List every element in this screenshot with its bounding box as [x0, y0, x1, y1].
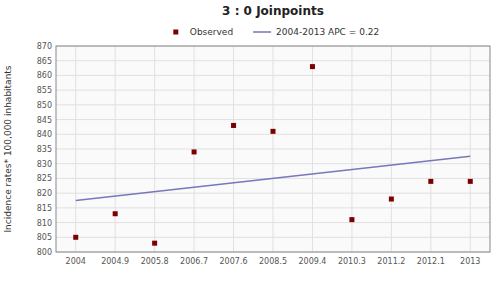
x-tick-label: 2013 [460, 257, 480, 266]
legend-label: Observed [190, 27, 233, 37]
x-grid-line [154, 46, 155, 252]
legend-swatch [173, 30, 178, 35]
x-tick-label: 2008.5 [259, 257, 287, 266]
x-tick-label: 2010.3 [338, 257, 366, 266]
legend-item: Observed [173, 27, 233, 37]
plot-background [56, 46, 490, 252]
x-grid-line [75, 46, 76, 252]
y-tick-label: 835 [37, 145, 52, 154]
title: 3 : 0 Joinpoints [222, 4, 324, 18]
point [113, 211, 118, 216]
point [428, 179, 433, 184]
y-tick-label: 805 [37, 233, 52, 242]
y-tick-label: 870 [37, 42, 52, 51]
legend-item: 2004-2013 APC = 0.22 [253, 27, 379, 37]
plot-frame [56, 46, 490, 252]
x-tick-label: 2004.9 [101, 257, 129, 266]
x-tick-label: 2012.1 [417, 257, 445, 266]
point [231, 123, 236, 128]
x-grid-line [391, 46, 392, 252]
x-grid-line [470, 46, 471, 252]
grid [56, 46, 490, 252]
y-tick-label: 810 [37, 219, 52, 228]
y-tick-label: 815 [37, 204, 52, 213]
x-tick-label: 2011.2 [377, 257, 405, 266]
legend-label: 2004-2013 APC = 0.22 [276, 27, 379, 37]
y-tick-label: 820 [37, 189, 52, 198]
x-tick-label: 2004 [66, 257, 86, 266]
legend-swatch [253, 31, 271, 33]
x-tick-label: 2006.7 [180, 257, 208, 266]
y-tick-label: 830 [37, 160, 52, 169]
x-grid-line [233, 46, 234, 252]
y-tick-label: 850 [37, 101, 52, 110]
x-grid-line [273, 46, 274, 252]
marks [73, 64, 473, 246]
point [349, 217, 354, 222]
point [192, 149, 197, 154]
point [73, 235, 78, 240]
chart: 3 : 0 Joinpoints Incidence rates* 100,000… [0, 0, 500, 283]
y-tick-label: 845 [37, 116, 52, 125]
x-tick-label: 2005.8 [141, 257, 169, 266]
y-tick-label: 860 [37, 71, 52, 80]
y-tick-label: 855 [37, 86, 52, 95]
point [468, 179, 473, 184]
x-tick-label: 2009.4 [298, 257, 326, 266]
trend-line [76, 156, 471, 200]
y-tick-label: 800 [37, 248, 52, 257]
point [389, 197, 394, 202]
y-tick-label: 840 [37, 130, 52, 139]
x-grid-line [115, 46, 116, 252]
point [271, 129, 276, 134]
x-grid-line [430, 46, 431, 252]
y-tick-label: 825 [37, 174, 52, 183]
point [152, 241, 157, 246]
x-grid-line [194, 46, 195, 252]
point [310, 64, 315, 69]
legend: Observed 2004-2013 APC = 0.22 [173, 27, 379, 37]
x-tick-label: 2007.6 [220, 257, 248, 266]
y-axis-label: Incidence rates* 100,000 inhabitants [3, 65, 13, 232]
x-grid-line [312, 46, 313, 252]
y-tick-label: 865 [37, 57, 52, 66]
